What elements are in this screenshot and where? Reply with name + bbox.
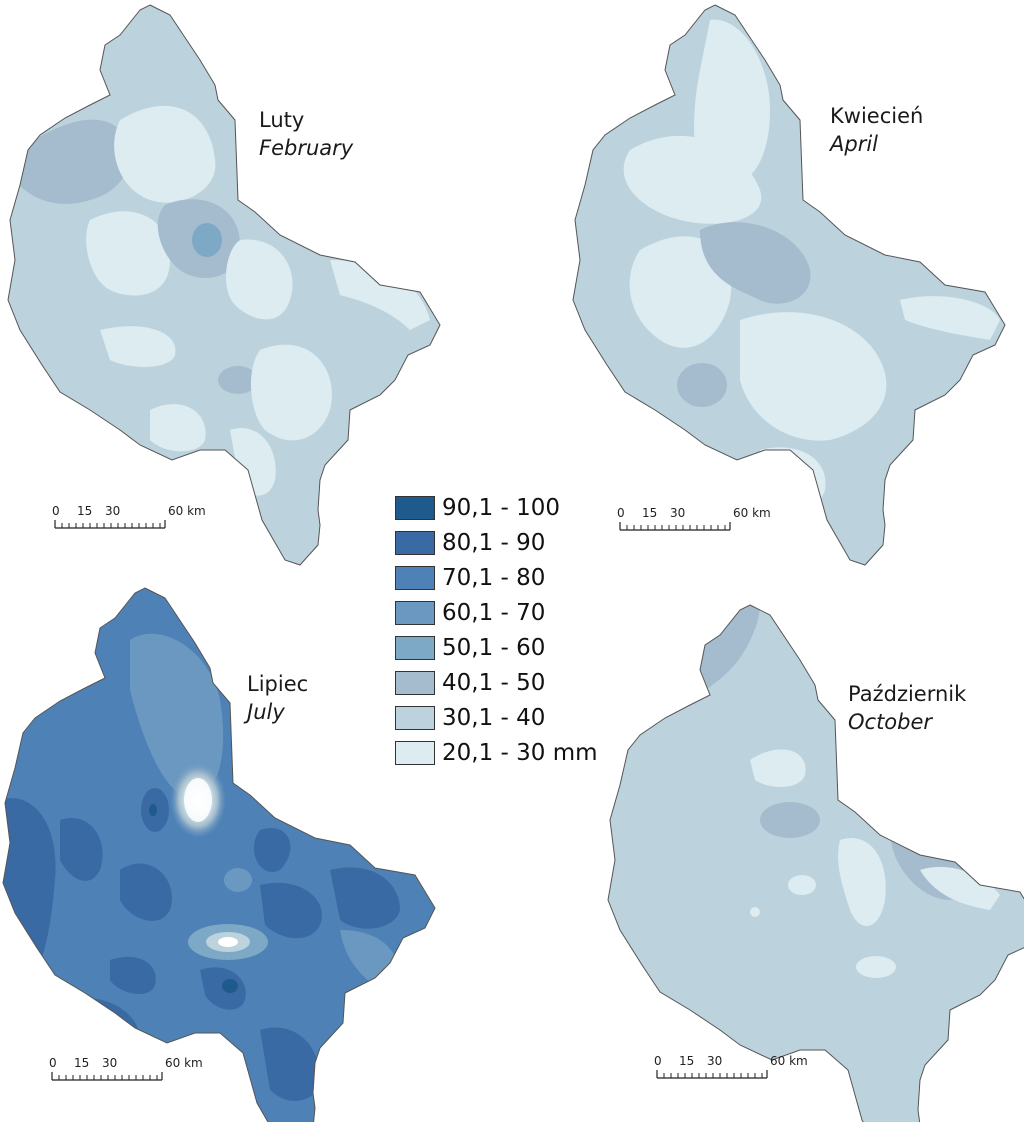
scale-bar-july: 0 15 30 60 km — [49, 1056, 203, 1081]
legend-item: 50,1 - 60 — [395, 630, 598, 665]
legend-item: 20,1 - 30 mm — [395, 735, 598, 770]
legend-label: 90,1 - 100 — [442, 494, 561, 521]
scale-tick-15: 15 — [642, 506, 657, 520]
legend-swatch — [395, 705, 435, 730]
scale-tick-15: 15 — [74, 1056, 89, 1070]
scale-bar-april: 0 15 30 60 km — [617, 506, 771, 531]
scale-tick-60: 60 km — [168, 504, 206, 518]
scale-tick-60: 60 km — [165, 1056, 203, 1070]
legend-label: 20,1 - 30 mm — [442, 739, 598, 766]
legend-label: 50,1 - 60 — [442, 634, 546, 661]
scale-tick-15: 15 — [679, 1054, 694, 1068]
scale-tick-15: 15 — [77, 504, 92, 518]
map-title-en: July — [247, 700, 285, 724]
legend-label: 60,1 - 70 — [442, 599, 546, 626]
legend-item: 30,1 - 40 — [395, 700, 598, 735]
scale-tick-0: 0 — [654, 1054, 662, 1068]
legend-swatch — [395, 565, 435, 590]
map-april-fill — [573, 5, 1005, 565]
legend-item: 40,1 - 50 — [395, 665, 598, 700]
scale-tick-30: 30 — [707, 1054, 722, 1068]
map-february — [7, 4, 441, 566]
map-april — [572, 4, 1006, 566]
map-title-february: Luty February — [259, 106, 353, 162]
map-title-pl: Luty — [259, 108, 305, 132]
legend-item: 60,1 - 70 — [395, 595, 598, 630]
legend-swatch — [395, 600, 435, 625]
map-october-fill — [608, 605, 1024, 1122]
scale-bar-october: 0 15 30 60 km — [654, 1054, 808, 1079]
legend-swatch — [395, 530, 435, 555]
map-july — [2, 587, 436, 1122]
map-title-pl: Październik — [848, 682, 967, 706]
map-february-fill — [8, 5, 440, 565]
legend-swatch — [395, 495, 435, 520]
legend-label: 70,1 - 80 — [442, 564, 546, 591]
legend-swatch — [395, 635, 435, 660]
legend-label: 40,1 - 50 — [442, 669, 546, 696]
legend-label: 80,1 - 90 — [442, 529, 546, 556]
map-title-en: February — [259, 136, 354, 160]
map-title-en: April — [830, 132, 878, 156]
scale-bar-february: 0 15 30 60 km — [52, 504, 206, 529]
scale-tick-0: 0 — [52, 504, 60, 518]
scale-tick-0: 0 — [49, 1056, 57, 1070]
legend: 90,1 - 100 80,1 - 90 70,1 - 80 60,1 - 70 50,… — [395, 490, 598, 770]
map-title-pl: Lipiec — [247, 672, 309, 696]
scale-tick-30: 30 — [105, 504, 120, 518]
scale-tick-30: 30 — [102, 1056, 117, 1070]
map-october — [607, 604, 1024, 1122]
map-title-april: Kwiecień April — [830, 102, 923, 158]
legend-swatch — [395, 670, 435, 695]
legend-item: 70,1 - 80 — [395, 560, 598, 595]
scale-tick-60: 60 km — [733, 506, 771, 520]
map-title-pl: Kwiecień — [830, 104, 924, 128]
scale-tick-0: 0 — [617, 506, 625, 520]
legend-item: 80,1 - 90 — [395, 525, 598, 560]
legend-label: 30,1 - 40 — [442, 704, 546, 731]
legend-swatch — [395, 740, 435, 765]
map-title-en: October — [848, 710, 933, 734]
scale-tick-60: 60 km — [770, 1054, 808, 1068]
scale-tick-30: 30 — [670, 506, 685, 520]
legend-item: 90,1 - 100 — [395, 490, 598, 525]
map-title-july: Lipiec July — [247, 670, 308, 726]
map-title-october: Październik October — [848, 680, 966, 736]
